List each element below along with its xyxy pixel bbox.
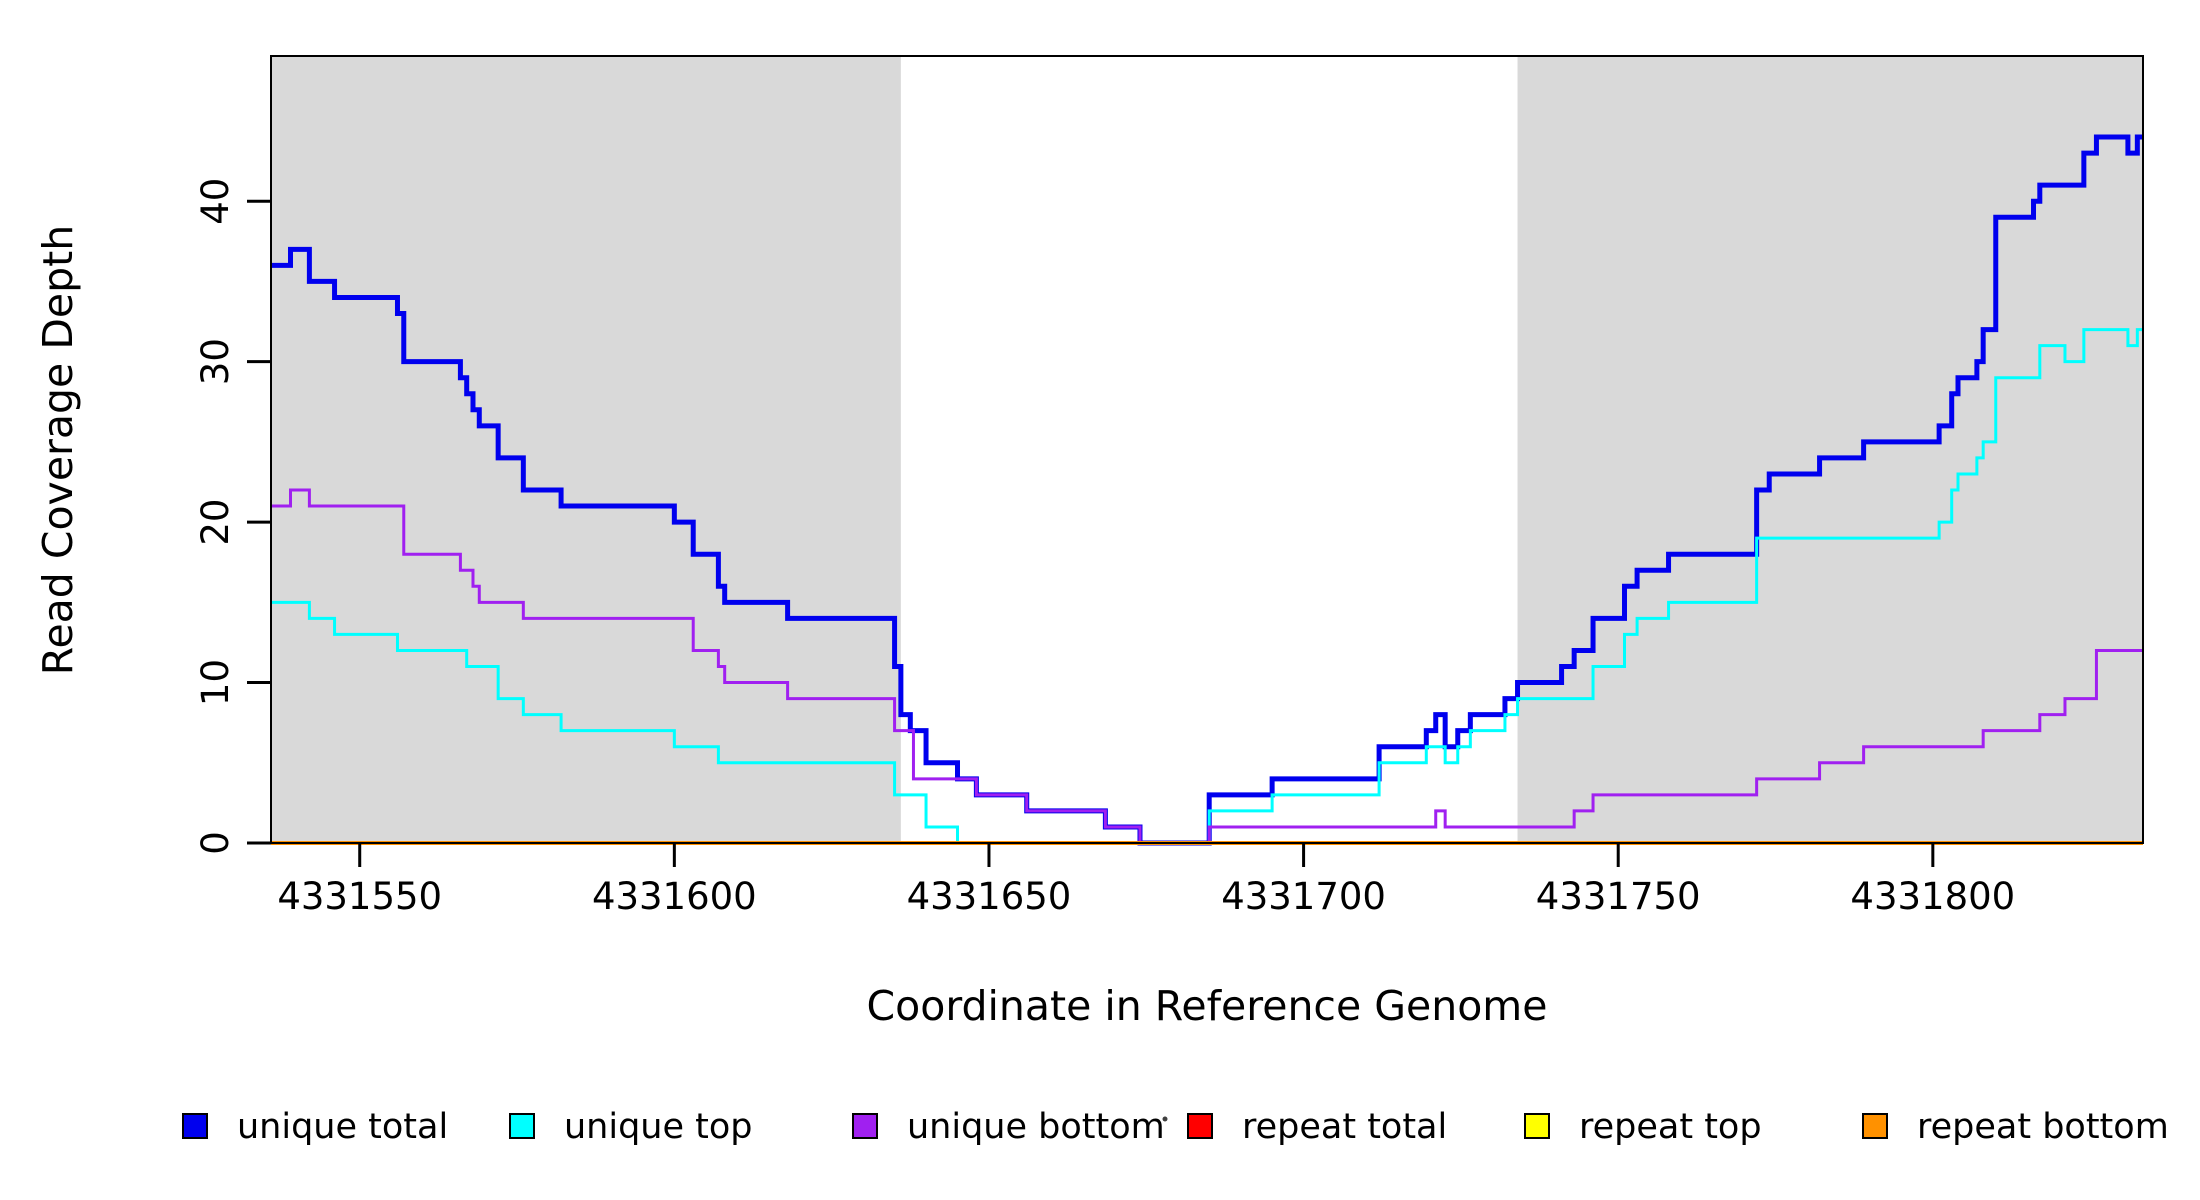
x-axis-title: Coordinate in Reference Genome	[867, 982, 1548, 1030]
legend-swatch-repeat-bottom	[1862, 1113, 1888, 1139]
legend-label-repeat-total: repeat total	[1242, 1107, 1447, 1147]
plot-border	[270, 55, 2144, 844]
x-tick-label: 4331800	[1850, 875, 2015, 918]
legend-label-repeat-top: repeat top	[1579, 1107, 1762, 1147]
legend: unique total unique top unique bottom repea…	[182, 1107, 2169, 1147]
y-tick-label: 40	[194, 178, 237, 225]
legend-item-repeat-bottom: repeat bottom	[1862, 1107, 2169, 1147]
y-tick-label: 20	[194, 499, 237, 546]
legend-label-unique-total: unique total	[237, 1107, 448, 1147]
legend-item-unique-bottom: unique bottom	[852, 1107, 1165, 1147]
x-tick-label: 4331650	[907, 875, 1072, 918]
x-tick-label: 4331550	[277, 875, 442, 918]
stray-dot-artifact	[1162, 1116, 1168, 1122]
legend-item-unique-top: unique top	[509, 1107, 753, 1147]
series-line-unique-top	[271, 328, 2143, 845]
y-axis-title: Read Coverage Depth	[34, 225, 82, 675]
series-line-unique-bottom	[271, 488, 2143, 845]
shaded-region-right-flank	[1517, 56, 2143, 843]
y-tick-label: 0	[194, 831, 237, 855]
series-line-unique-total	[271, 134, 2143, 846]
legend-swatch-unique-total	[182, 1113, 208, 1139]
y-tick-label: 30	[194, 338, 237, 385]
x-tick-label: 4331600	[592, 875, 757, 918]
legend-swatch-unique-top	[509, 1113, 535, 1139]
plot-frame	[270, 55, 2144, 844]
legend-swatch-repeat-top	[1524, 1113, 1550, 1139]
legend-item-repeat-total: repeat total	[1187, 1107, 1447, 1147]
x-tick-label: 4331750	[1536, 875, 1701, 918]
shaded-region-left-flank	[271, 56, 901, 843]
legend-label-repeat-bottom: repeat bottom	[1917, 1107, 2169, 1147]
legend-item-repeat-top: repeat top	[1524, 1107, 1762, 1147]
legend-label-unique-bottom: unique bottom	[907, 1107, 1165, 1147]
legend-swatch-repeat-total	[1187, 1113, 1213, 1139]
legend-label-unique-top: unique top	[564, 1107, 753, 1147]
legend-swatch-unique-bottom	[852, 1113, 878, 1139]
axis-ticks: 4331550 4331600 4331650 4331700 4331750 43318…	[194, 178, 2015, 918]
legend-item-unique-total: unique total	[182, 1107, 448, 1147]
x-tick-label: 4331700	[1221, 875, 1386, 918]
y-tick-label: 10	[194, 659, 237, 706]
